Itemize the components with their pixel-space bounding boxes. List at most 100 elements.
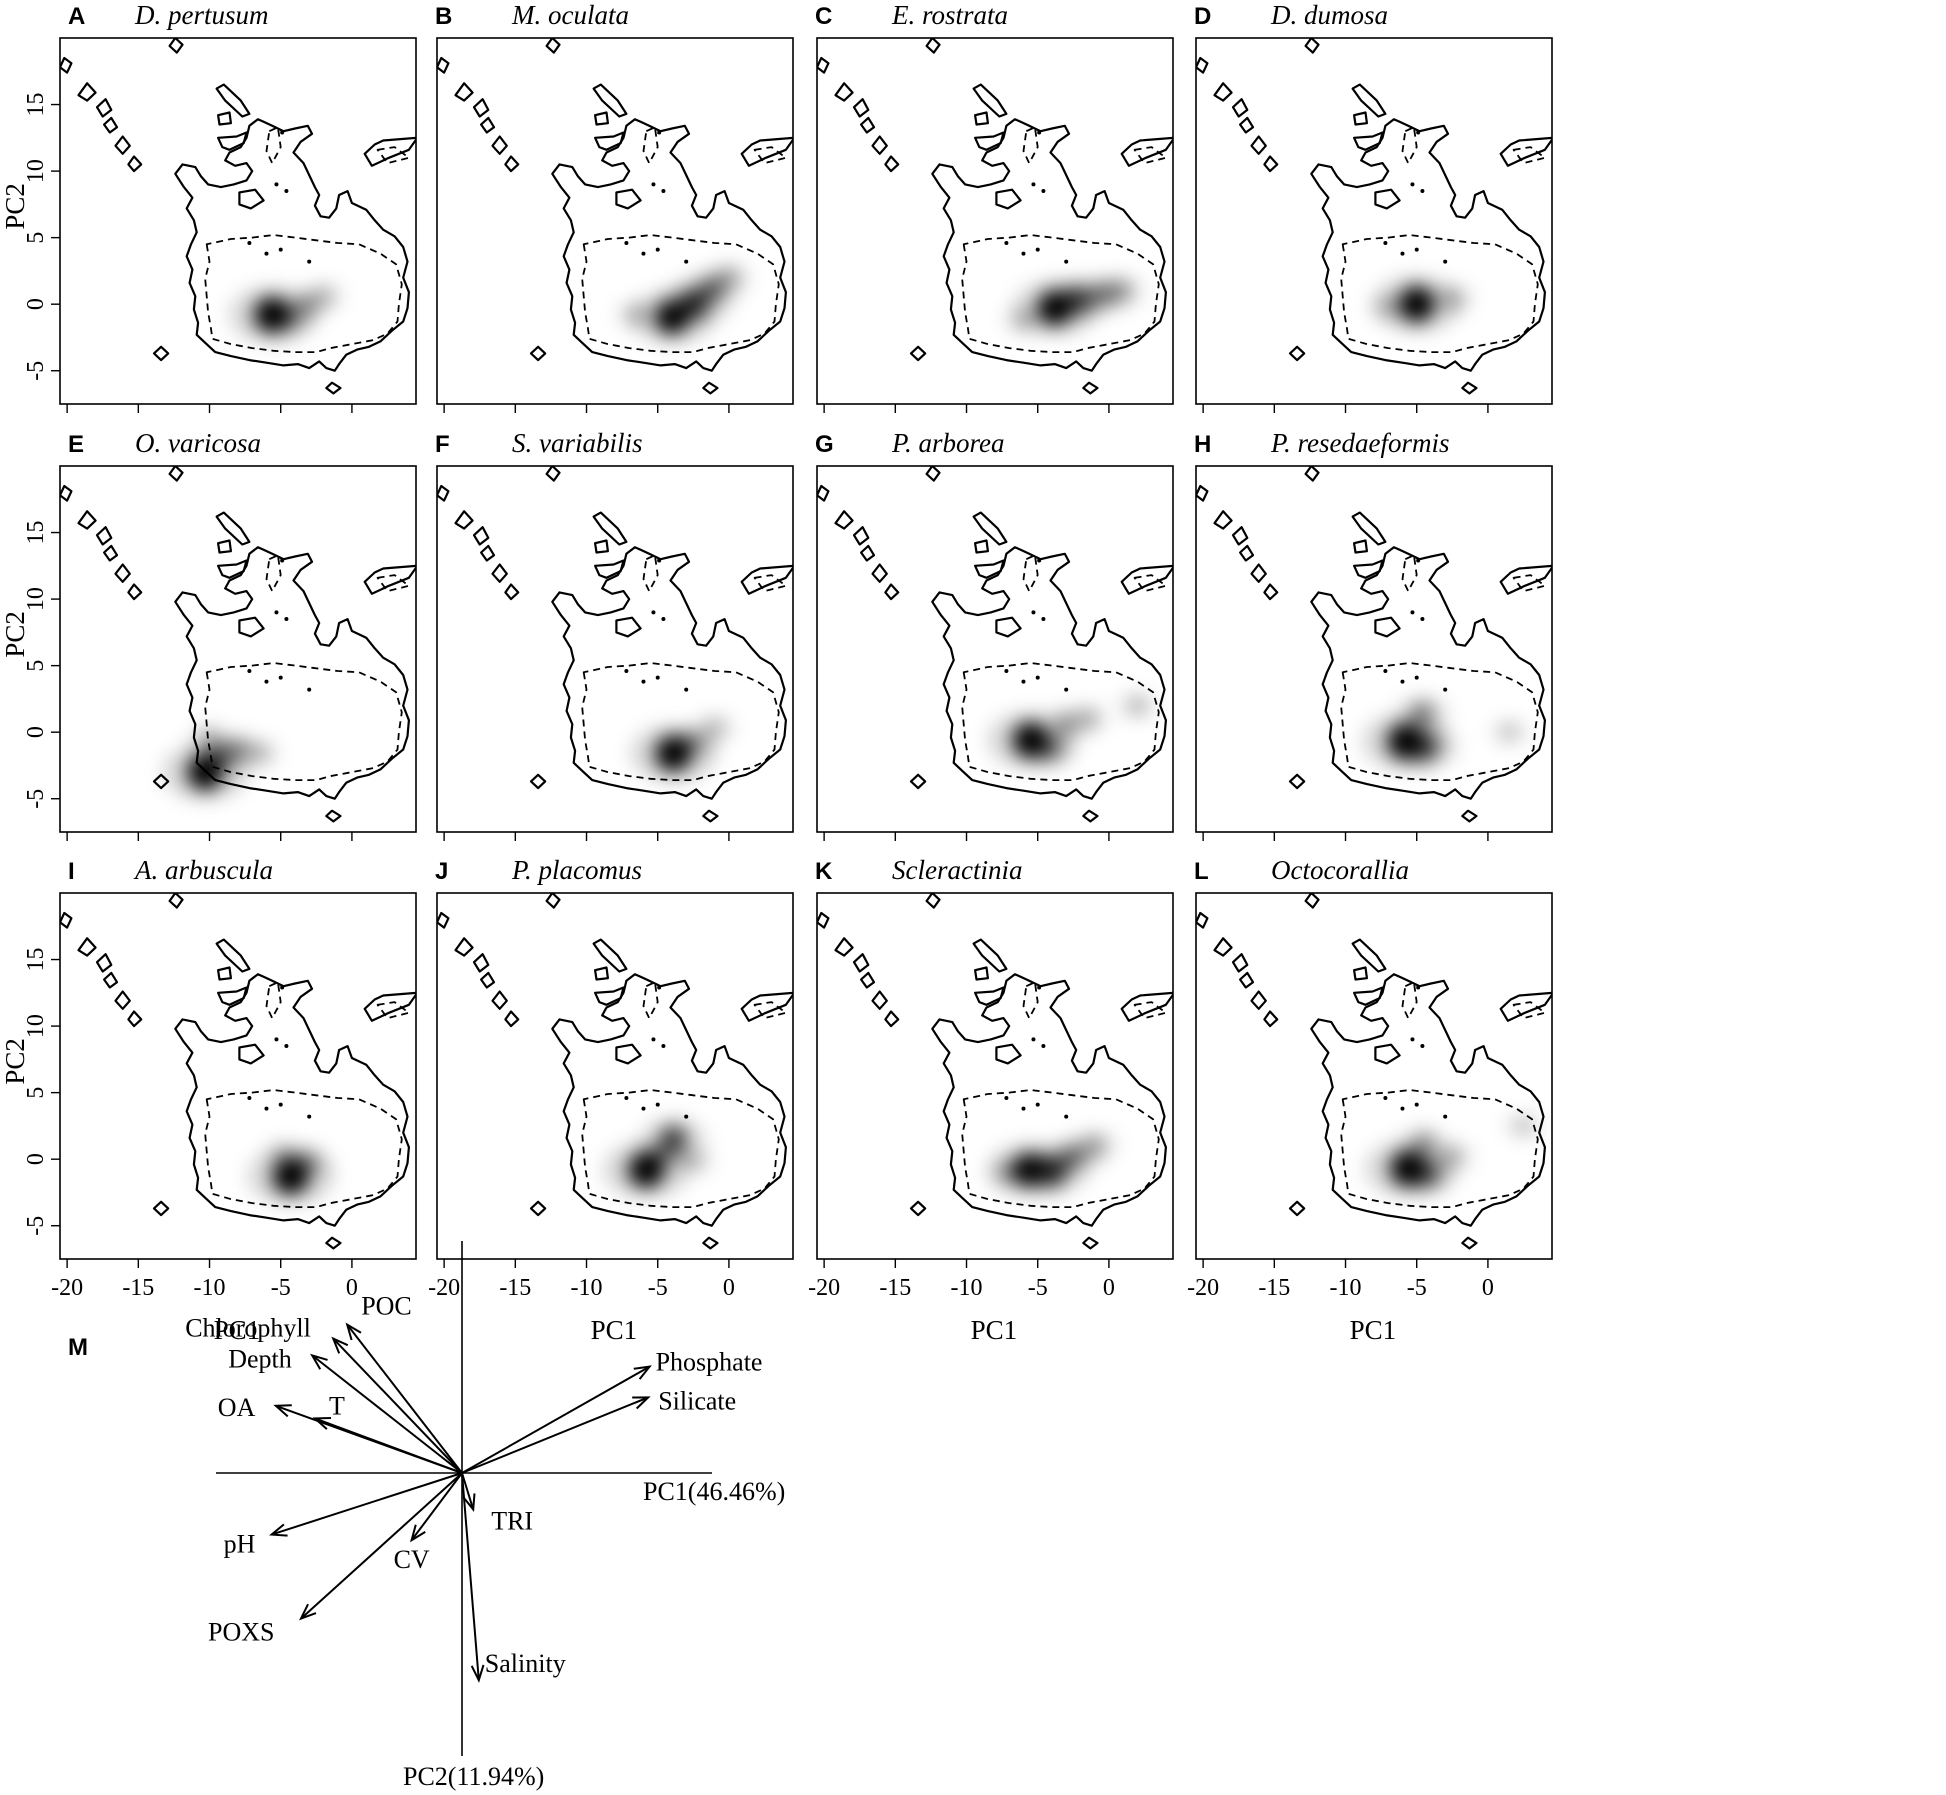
loading-vector: POC: [345, 1292, 463, 1474]
loading-vector: pH: [224, 1472, 463, 1559]
envelope-island: [103, 971, 119, 989]
density-halo: [237, 738, 282, 769]
density-layer: [614, 261, 753, 345]
envelope-island: [1196, 56, 1209, 74]
envelope-island: [1351, 511, 1387, 546]
x-tick-label: -15: [879, 1275, 911, 1301]
envelope-island-inner: [642, 126, 659, 164]
pc2-axis-label: PC2(11.94%): [403, 1762, 544, 1791]
envelope-island: [1304, 893, 1320, 909]
envelope-dot: [1035, 1102, 1040, 1107]
density-layer: [228, 281, 346, 344]
envelope-island: [454, 937, 474, 957]
envelope-dot: [1035, 247, 1040, 252]
envelope-island: [1353, 111, 1368, 126]
envelope-island: [852, 526, 870, 546]
loading-arrow-shaft: [332, 1337, 463, 1474]
envelope-island: [77, 937, 97, 957]
envelope-island: [1231, 526, 1249, 546]
x-tick-label: 0: [346, 1275, 358, 1301]
envelope-dot: [284, 189, 289, 194]
loading-label: TRI: [491, 1506, 533, 1535]
envelope-island: [884, 1010, 900, 1028]
envelope-island: [884, 583, 900, 601]
environment-envelope: [817, 893, 1173, 1250]
envelope-island-inner: [1512, 146, 1546, 164]
envelope-dot: [264, 1106, 269, 1111]
envelope-dot: [1383, 668, 1388, 673]
panel-title: O. varicosa: [135, 428, 261, 458]
envelope-island: [909, 773, 927, 790]
density-halo: [1429, 1141, 1476, 1172]
y-tick-label: 0: [23, 726, 49, 738]
envelope-dot: [655, 1102, 660, 1107]
envelope-island: [1082, 809, 1099, 823]
envelope-dot: [1004, 1095, 1009, 1100]
plot-frame: [59, 465, 417, 833]
envelope-island: [1351, 938, 1387, 973]
envelope-island: [238, 616, 265, 638]
density-halo: [1429, 283, 1476, 315]
density-halo: [1001, 305, 1046, 335]
envelope-dot: [641, 1106, 646, 1111]
envelope-dot: [1041, 1044, 1046, 1049]
envelope-island: [168, 38, 184, 54]
panel-letter: I: [68, 858, 75, 885]
envelope-island: [702, 809, 719, 823]
envelope-island: [103, 116, 119, 134]
x-tick-label: -5: [1407, 1275, 1427, 1301]
x-tick-label: -20: [1187, 1275, 1219, 1301]
envelope-island: [127, 155, 143, 173]
envelope-island: [491, 135, 508, 155]
envelope-island: [925, 466, 941, 482]
density-halo: [186, 723, 233, 755]
panel-title: A. arbuscula: [133, 855, 273, 885]
envelope-dot: [657, 558, 662, 563]
envelope-island-inner: [376, 146, 410, 164]
envelope-island: [860, 971, 876, 989]
y-tick-label: 0: [23, 1153, 49, 1165]
pca-biplot: M PC1(46.46%) PC2(11.94%) Chlorophyll POC Dep…: [68, 1241, 785, 1791]
envelope-dot: [264, 251, 269, 256]
envelope-island: [504, 1010, 520, 1028]
loading-vector: TRI: [461, 1472, 533, 1535]
envelope-dot: [661, 1044, 666, 1049]
envelope-island: [594, 539, 609, 554]
plot-frame: [816, 37, 1174, 405]
density-halo: [1503, 1112, 1544, 1140]
plot-frame: [816, 892, 1174, 1260]
density-layer: [1364, 1112, 1544, 1198]
panel-k: -20 -15 -10 -5 0 PC1 K Scleractinia: [808, 855, 1174, 1345]
loading-arrow-shaft: [461, 1472, 475, 1510]
envelope-island: [114, 990, 131, 1010]
envelope-outline: [1310, 546, 1546, 800]
envelope-dot: [1041, 617, 1046, 622]
envelope-island: [594, 966, 609, 981]
panel-title: D. pertusum: [134, 0, 269, 30]
envelope-island: [1263, 155, 1279, 173]
loading-arrow-head: [310, 1353, 328, 1370]
envelope-island: [1263, 583, 1279, 601]
envelope-island: [834, 510, 854, 530]
panel-title: P. arborea: [891, 428, 1005, 458]
x-axis-label: PC1: [971, 1315, 1018, 1345]
envelope-outline: [174, 118, 410, 372]
loading-arrow-shaft: [314, 1417, 463, 1474]
loading-label: POC: [361, 1292, 412, 1321]
envelope-dot: [1035, 675, 1040, 680]
panel-b: B M. oculata: [435, 0, 794, 413]
panel-letter: B: [435, 3, 452, 30]
envelope-island: [1288, 773, 1306, 790]
envelope-island: [454, 82, 474, 102]
loading-arrow-head: [633, 1365, 652, 1380]
plot-frame: [1195, 465, 1553, 833]
environment-envelope: [1196, 38, 1552, 395]
panel-f: F S. variabilis: [435, 428, 794, 841]
y-tick-label: 10: [23, 159, 49, 183]
envelope-island-inner: [376, 1001, 410, 1019]
envelope-island: [1288, 1200, 1306, 1217]
density-layer: [985, 1129, 1120, 1198]
envelope-dot: [684, 687, 689, 692]
envelope-island: [95, 98, 113, 118]
